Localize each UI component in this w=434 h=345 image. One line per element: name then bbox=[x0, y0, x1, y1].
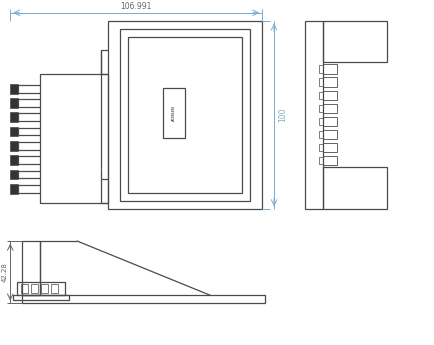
Bar bbox=[322, 130, 336, 139]
Bar bbox=[128, 37, 242, 193]
Bar bbox=[322, 64, 336, 73]
Bar bbox=[163, 88, 184, 138]
Bar bbox=[10, 184, 18, 194]
Bar bbox=[41, 284, 48, 294]
Bar bbox=[22, 241, 40, 295]
Bar bbox=[322, 78, 336, 87]
Text: 106.991: 106.991 bbox=[120, 2, 151, 11]
Bar bbox=[318, 65, 322, 72]
Text: 42.28: 42.28 bbox=[1, 262, 7, 282]
Bar bbox=[108, 21, 262, 209]
Bar bbox=[304, 21, 322, 209]
Bar bbox=[322, 104, 336, 113]
Bar bbox=[322, 167, 386, 209]
Bar bbox=[10, 170, 18, 179]
Bar bbox=[21, 284, 28, 294]
Bar bbox=[322, 143, 336, 152]
Bar bbox=[40, 74, 108, 203]
Bar bbox=[318, 118, 322, 125]
Bar bbox=[322, 156, 336, 166]
Bar bbox=[322, 117, 336, 126]
Bar bbox=[318, 144, 322, 151]
Bar bbox=[318, 78, 322, 86]
Bar bbox=[318, 131, 322, 138]
Bar bbox=[10, 98, 18, 108]
Text: 100: 100 bbox=[277, 108, 286, 122]
Bar bbox=[10, 155, 18, 165]
Bar bbox=[10, 127, 18, 137]
Bar bbox=[318, 105, 322, 112]
Bar bbox=[318, 92, 322, 99]
Bar bbox=[322, 91, 336, 100]
Bar bbox=[10, 83, 18, 93]
Bar bbox=[22, 295, 265, 303]
Bar bbox=[51, 284, 58, 294]
Bar bbox=[13, 295, 69, 300]
Bar bbox=[17, 282, 65, 295]
Bar bbox=[10, 112, 18, 122]
Bar bbox=[10, 141, 18, 151]
Bar bbox=[322, 21, 386, 62]
Bar bbox=[318, 157, 322, 165]
Text: ACNSEN: ACNSEN bbox=[171, 105, 175, 121]
Bar bbox=[120, 29, 250, 201]
Bar bbox=[31, 284, 38, 294]
